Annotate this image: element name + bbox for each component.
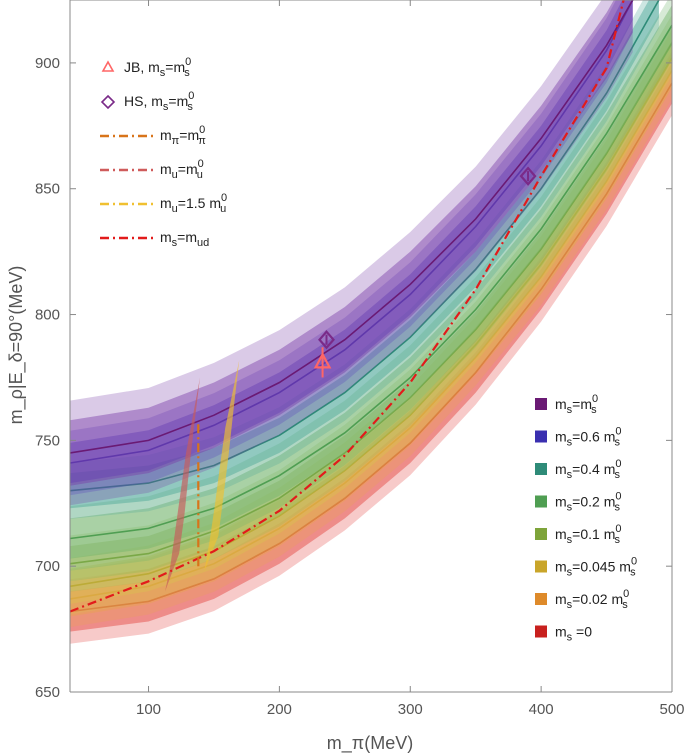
x-axis-title: m_π(MeV) xyxy=(327,733,413,754)
legend-top-item: HS, ms=m0 s xyxy=(100,90,194,113)
series-band-1 xyxy=(70,42,672,628)
legend-label: ms=0.6 m0 s xyxy=(555,426,622,449)
legend-swatch xyxy=(535,625,547,638)
legend-right-item: ms=0.2 m0 s xyxy=(535,491,622,514)
vertical-band-0 xyxy=(165,377,201,592)
legend-label: ms =0 xyxy=(555,624,592,644)
x-tick-label: 500 xyxy=(659,701,684,718)
band-outer xyxy=(70,50,672,644)
series-band-5 xyxy=(70,0,660,519)
series-line xyxy=(70,42,672,565)
legend-label: mπ=m0 π xyxy=(160,124,206,147)
legend-top-item: mu=1.5 m0 u xyxy=(100,192,227,215)
legend-right-item: ms=0.1 m0 s xyxy=(535,523,622,546)
y-tick-label: 800 xyxy=(35,307,60,324)
series-band-6 xyxy=(70,0,634,496)
band-outer xyxy=(70,0,633,496)
legend-right-item: ms=m0 s xyxy=(535,393,598,416)
series-line xyxy=(70,0,634,454)
legend-label: ms=0.1 m0 s xyxy=(555,523,622,546)
series-line xyxy=(70,0,634,464)
legend-top-item: ms=mud xyxy=(100,229,209,249)
series-line xyxy=(70,70,672,600)
legend-swatch xyxy=(535,495,547,508)
legend-top-item: mu=m0 u xyxy=(100,158,204,181)
legend-top-item: mπ=m0 π xyxy=(100,124,206,147)
legend-swatch xyxy=(535,528,547,540)
series-line xyxy=(70,57,672,588)
band-inner xyxy=(70,0,633,484)
band-inner xyxy=(70,0,633,486)
y-axis-title: m_ρ|E_δ=90°(MeV) xyxy=(6,266,27,425)
band-outer xyxy=(70,0,659,519)
legend-right-item: ms =0 xyxy=(535,624,592,644)
band-outer xyxy=(70,0,672,571)
legend-label: ms=0.2 m0 s xyxy=(555,491,622,514)
band-outer xyxy=(70,42,672,628)
x-tick-label: 300 xyxy=(398,701,423,718)
legend-label: JB, ms=m0 s xyxy=(124,56,191,79)
y-tick-label: 850 xyxy=(35,181,60,198)
diamond-icon xyxy=(100,94,116,110)
legend-label: ms=0.045 m0 s xyxy=(555,556,637,579)
legend-label: ms=mud xyxy=(160,229,209,249)
x-tick-label: 100 xyxy=(136,701,161,718)
y-tick-label: 650 xyxy=(35,684,60,701)
band-outer xyxy=(70,14,672,592)
point-JB xyxy=(313,352,332,369)
legend-label: mu=1.5 m0 u xyxy=(160,192,227,215)
series-band-7 xyxy=(70,0,634,506)
legend-swatch xyxy=(535,560,547,573)
y-tick-label: 750 xyxy=(35,432,60,449)
legend-label: HS, ms=m0 s xyxy=(124,90,194,113)
vertical-band-1 xyxy=(204,359,240,572)
legend-right-item: ms=0.045 m0 s xyxy=(535,556,637,579)
series-line xyxy=(70,0,660,492)
dashed-line-0 xyxy=(70,0,625,613)
y-tick-label: 900 xyxy=(35,55,60,72)
series-line xyxy=(70,82,672,613)
legend-label: mu=m0 u xyxy=(160,158,204,181)
legend-swatch xyxy=(535,430,547,443)
series-band-0 xyxy=(70,50,672,644)
triangle-icon xyxy=(101,60,115,72)
legend-right-item: ms=0.4 m0 s xyxy=(535,458,622,481)
legend-top-item: JB, ms=m0 s xyxy=(101,56,191,79)
point-HS xyxy=(519,166,537,186)
legend-swatch xyxy=(535,398,547,410)
legend-right-item: ms=0.6 m0 s xyxy=(535,426,622,449)
legend-label: ms=0.02 m0 s xyxy=(555,588,629,611)
legend-label: ms=m0 s xyxy=(555,393,598,416)
point-HS xyxy=(318,330,335,350)
legend-label: ms=0.4 m0 s xyxy=(555,458,622,481)
x-tick-label: 200 xyxy=(267,701,292,718)
band-outer xyxy=(70,0,633,506)
x-tick-label: 400 xyxy=(529,701,554,718)
legend-swatch xyxy=(535,593,547,605)
legend-right-item: ms=0.02 m0 s xyxy=(535,588,629,611)
y-tick-label: 700 xyxy=(35,558,60,575)
series-band-3 xyxy=(70,14,672,592)
legend-swatch xyxy=(535,463,547,475)
